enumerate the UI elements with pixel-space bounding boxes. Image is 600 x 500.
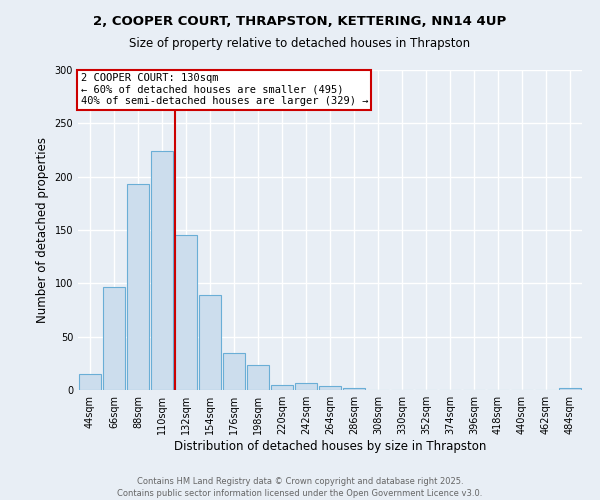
Bar [151, 151, 173, 390]
Text: Contains HM Land Registry data © Crown copyright and database right 2025.
Contai: Contains HM Land Registry data © Crown c… [118, 476, 482, 498]
Y-axis label: Number of detached properties: Number of detached properties [36, 137, 49, 323]
Bar [199, 295, 221, 390]
Bar [319, 386, 341, 390]
Bar [223, 352, 245, 390]
Bar [559, 388, 581, 390]
Text: 2 COOPER COURT: 130sqm
← 60% of detached houses are smaller (495)
40% of semi-de: 2 COOPER COURT: 130sqm ← 60% of detached… [80, 73, 368, 106]
Bar [103, 286, 125, 390]
Bar [175, 236, 197, 390]
Text: 2, COOPER COURT, THRAPSTON, KETTERING, NN14 4UP: 2, COOPER COURT, THRAPSTON, KETTERING, N… [94, 15, 506, 28]
Bar [271, 384, 293, 390]
Bar [79, 374, 101, 390]
Bar [295, 382, 317, 390]
Bar [343, 388, 365, 390]
Text: Size of property relative to detached houses in Thrapston: Size of property relative to detached ho… [130, 38, 470, 51]
Bar [247, 366, 269, 390]
Bar [127, 184, 149, 390]
X-axis label: Distribution of detached houses by size in Thrapston: Distribution of detached houses by size … [174, 440, 486, 453]
